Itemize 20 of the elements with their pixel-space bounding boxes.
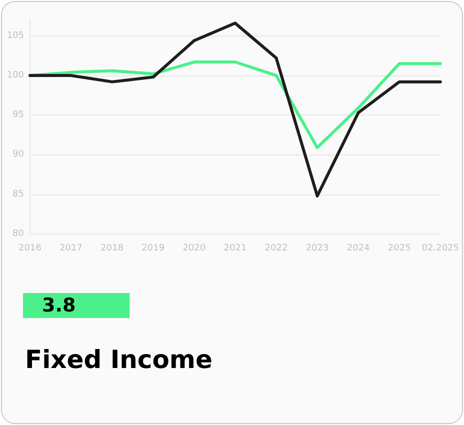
x-tick-label: 2016 <box>18 244 42 254</box>
y-tick-label: 85 <box>12 189 24 200</box>
y-tick-label: 100 <box>6 70 24 80</box>
text: Fixed Income <box>25 345 212 374</box>
x-tick-label: 02.2025 <box>422 244 459 254</box>
x-tick-label: 2025 <box>388 244 411 254</box>
x-tick-label: 2020 <box>182 244 206 254</box>
x-tick-label: 2023 <box>306 244 329 254</box>
y-tick-label: 95 <box>12 110 24 120</box>
y-tick-label: 105 <box>6 30 24 41</box>
x-tick-label: 2022 <box>264 244 288 254</box>
line-series <box>28 22 442 198</box>
x-tick-label: 2017 <box>60 244 82 254</box>
x-tick-label: 2021 <box>224 244 247 254</box>
x-tick-label: 2024 <box>346 244 370 254</box>
text: 3.8 <box>42 294 76 316</box>
x-tick-label: 2019 <box>142 244 165 254</box>
x-tick-label: 2018 <box>100 244 124 254</box>
y-tick-label: 90 <box>12 150 24 160</box>
y-tick-label: 80 <box>12 229 24 239</box>
